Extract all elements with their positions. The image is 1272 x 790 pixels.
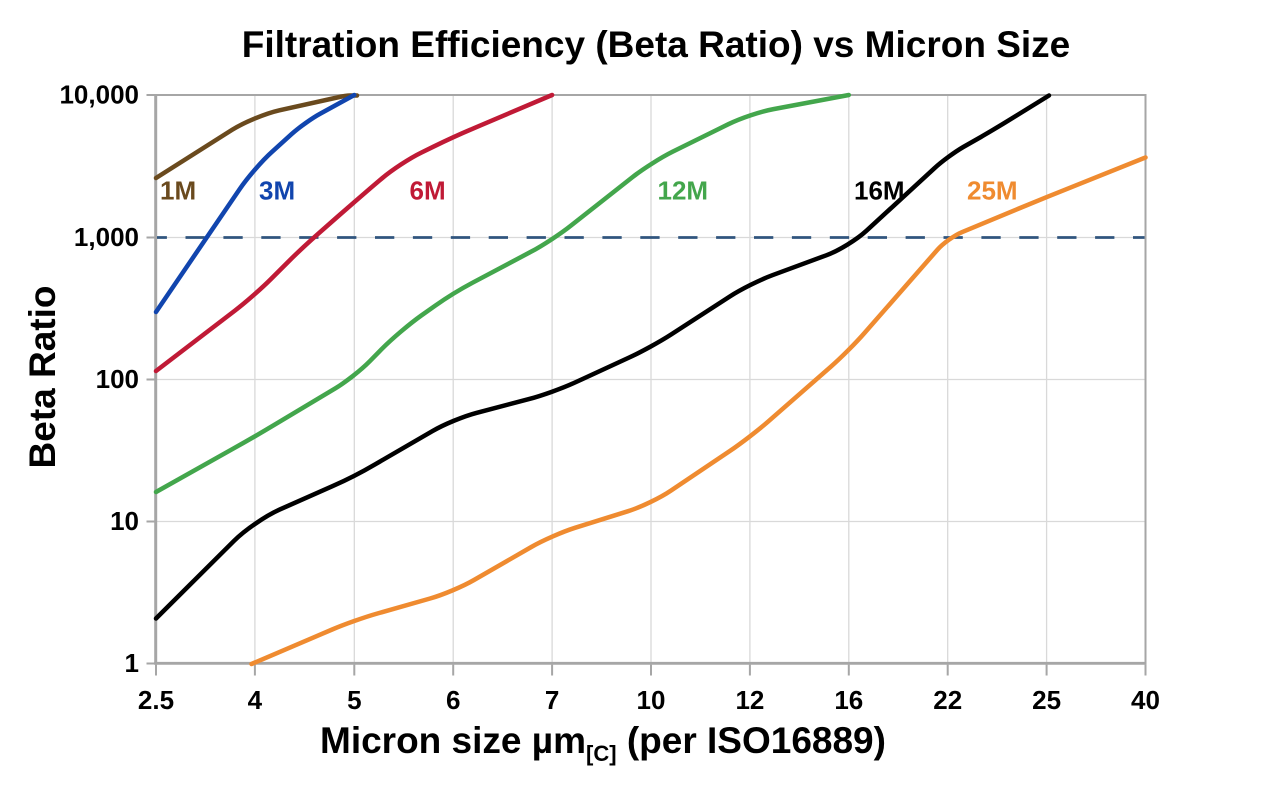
svg-text:12: 12 (735, 685, 764, 715)
svg-text:10: 10 (637, 685, 666, 715)
svg-text:25M: 25M (967, 176, 1018, 206)
svg-text:16: 16 (834, 685, 863, 715)
svg-text:1: 1 (125, 648, 139, 678)
svg-text:2.5: 2.5 (138, 685, 174, 715)
svg-text:25: 25 (1032, 685, 1061, 715)
svg-text:16M: 16M (854, 176, 905, 206)
svg-text:40: 40 (1131, 685, 1160, 715)
svg-text:7: 7 (545, 685, 559, 715)
svg-text:6: 6 (446, 685, 460, 715)
svg-text:Beta Ratio: Beta Ratio (22, 286, 63, 469)
svg-text:10: 10 (110, 506, 139, 536)
svg-text:5: 5 (347, 685, 361, 715)
svg-text:1M: 1M (160, 176, 196, 206)
svg-text:10,000: 10,000 (59, 80, 139, 110)
svg-text:6M: 6M (410, 176, 446, 206)
svg-text:3M: 3M (259, 176, 295, 206)
svg-text:4: 4 (248, 685, 263, 715)
svg-text:1,000: 1,000 (74, 222, 139, 252)
svg-text:Filtration Efficiency (Beta Ra: Filtration Efficiency (Beta Ratio) vs Mi… (242, 24, 1071, 65)
svg-text:22: 22 (933, 685, 962, 715)
svg-text:100: 100 (96, 364, 139, 394)
svg-text:12M: 12M (658, 176, 709, 206)
